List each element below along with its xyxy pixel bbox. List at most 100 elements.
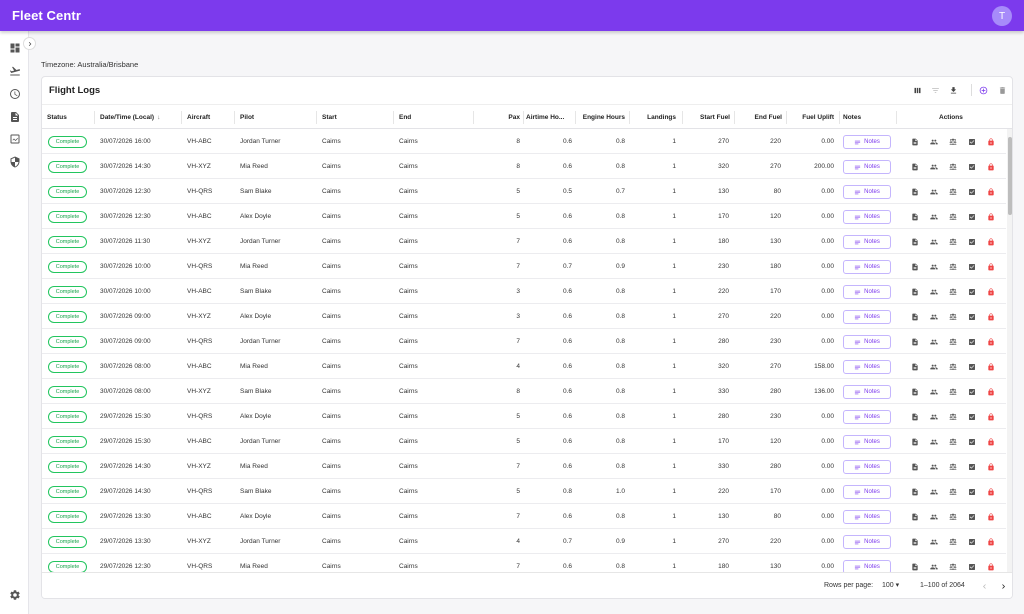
notes-button[interactable]: Notes (843, 410, 891, 424)
shield-icon[interactable] (8, 155, 21, 168)
balance-icon[interactable] (948, 362, 957, 371)
notes-button[interactable]: Notes (843, 160, 891, 174)
next-page-button[interactable] (998, 581, 1008, 591)
notes-button[interactable]: Notes (843, 385, 891, 399)
crew-icon[interactable] (929, 437, 938, 446)
table-row[interactable]: Complete 29/07/2026 15:30 VH-ABC Jordan Tur… (42, 429, 1006, 454)
table-row[interactable]: Complete 29/07/2026 12:30 VH-QRS Mia Reed Ca… (42, 554, 1006, 572)
column-header-notes[interactable]: Notes (843, 114, 862, 121)
table-row[interactable]: Complete 30/07/2026 08:00 VH-ABC Mia Reed Ca… (42, 354, 1006, 379)
balance-icon[interactable] (948, 137, 957, 146)
checkbox-icon[interactable] (967, 362, 976, 371)
document-icon[interactable] (910, 537, 919, 546)
document-icon[interactable] (910, 212, 919, 221)
document-icon[interactable] (910, 562, 919, 571)
document-icon[interactable] (910, 437, 919, 446)
notes-button[interactable]: Notes (843, 460, 891, 474)
notes-button[interactable]: Notes (843, 510, 891, 524)
crew-icon[interactable] (929, 287, 938, 296)
document-icon[interactable] (910, 312, 919, 321)
document-icon[interactable] (910, 487, 919, 496)
balance-icon[interactable] (948, 187, 957, 196)
checkbox-icon[interactable] (967, 487, 976, 496)
notes-button[interactable]: Notes (843, 335, 891, 349)
lock-icon[interactable] (986, 362, 995, 371)
balance-icon[interactable] (948, 312, 957, 321)
balance-icon[interactable] (948, 437, 957, 446)
balance-icon[interactable] (948, 287, 957, 296)
avatar[interactable]: T (992, 6, 1012, 26)
notes-button[interactable]: Notes (843, 210, 891, 224)
checkbox-icon[interactable] (967, 562, 976, 571)
lock-icon[interactable] (986, 262, 995, 271)
history-icon[interactable] (8, 87, 21, 100)
balance-icon[interactable] (948, 262, 957, 271)
crew-icon[interactable] (929, 412, 938, 421)
column-header-datetime[interactable]: Date/Time (Local) ↓ (100, 105, 188, 130)
balance-icon[interactable] (948, 212, 957, 221)
balance-icon[interactable] (948, 512, 957, 521)
document-icon[interactable] (910, 337, 919, 346)
column-header-pilot[interactable]: Pilot (240, 114, 255, 121)
crew-icon[interactable] (929, 137, 938, 146)
notes-button[interactable]: Notes (843, 135, 891, 149)
lock-icon[interactable] (986, 312, 995, 321)
balance-icon[interactable] (948, 162, 957, 171)
balance-icon[interactable] (948, 387, 957, 396)
balance-icon[interactable] (948, 412, 957, 421)
lock-icon[interactable] (986, 562, 995, 571)
lock-icon[interactable] (986, 187, 995, 196)
document-icon[interactable] (8, 110, 21, 123)
lock-icon[interactable] (986, 237, 995, 246)
document-icon[interactable] (910, 187, 919, 196)
column-header-aircraft[interactable]: Aircraft (187, 114, 211, 121)
table-row[interactable]: Complete 30/07/2026 12:30 VH-ABC Alex Doyle… (42, 204, 1006, 229)
notes-button[interactable]: Notes (843, 360, 891, 374)
balance-icon[interactable] (948, 537, 957, 546)
notes-button[interactable]: Notes (843, 560, 891, 572)
table-row[interactable]: Complete 29/07/2026 15:30 VH-QRS Alex Doyle… (42, 404, 1006, 429)
document-icon[interactable] (910, 387, 919, 396)
column-header-start-fuel[interactable]: Start Fuel (700, 114, 730, 121)
document-icon[interactable] (910, 287, 919, 296)
lock-icon[interactable] (986, 537, 995, 546)
crew-icon[interactable] (929, 237, 938, 246)
notes-button[interactable]: Notes (843, 235, 891, 249)
table-row[interactable]: Complete 30/07/2026 09:00 VH-XYZ Alex Doyle… (42, 304, 1006, 329)
crew-icon[interactable] (929, 512, 938, 521)
table-row[interactable]: Complete 30/07/2026 14:30 VH-XYZ Mia Reed Ca… (42, 154, 1006, 179)
column-header-airtime[interactable]: Airtime Ho... (526, 114, 565, 121)
filter-icon[interactable] (930, 85, 940, 95)
notes-button[interactable]: Notes (843, 185, 891, 199)
crew-icon[interactable] (929, 362, 938, 371)
columns-icon[interactable] (912, 85, 922, 95)
crew-icon[interactable] (929, 387, 938, 396)
table-row[interactable]: Complete 30/07/2026 16:00 VH-ABC Jordan Tur… (42, 129, 1006, 154)
lock-icon[interactable] (986, 512, 995, 521)
crew-icon[interactable] (929, 312, 938, 321)
notes-button[interactable]: Notes (843, 435, 891, 449)
crew-icon[interactable] (929, 162, 938, 171)
document-icon[interactable] (910, 262, 919, 271)
checkbox-icon[interactable] (967, 462, 976, 471)
lock-icon[interactable] (986, 462, 995, 471)
dashboard-icon[interactable] (8, 41, 21, 54)
crew-icon[interactable] (929, 537, 938, 546)
column-header-end-fuel[interactable]: End Fuel (754, 114, 782, 121)
checkbox-icon[interactable] (967, 162, 976, 171)
crew-icon[interactable] (929, 487, 938, 496)
lock-icon[interactable] (986, 287, 995, 296)
table-row[interactable]: Complete 30/07/2026 09:00 VH-QRS Jordan Tur… (42, 329, 1006, 354)
column-header-landings[interactable]: Landings (647, 114, 676, 121)
table-row[interactable]: Complete 29/07/2026 13:30 VH-ABC Alex Doyle… (42, 504, 1006, 529)
document-icon[interactable] (910, 362, 919, 371)
table-row[interactable]: Complete 30/07/2026 12:30 VH-QRS Sam Blake C… (42, 179, 1006, 204)
scrollbar-thumb[interactable] (1008, 137, 1012, 215)
lock-icon[interactable] (986, 337, 995, 346)
document-icon[interactable] (910, 137, 919, 146)
checkbox-icon[interactable] (967, 537, 976, 546)
checkbox-icon[interactable] (967, 337, 976, 346)
checkbox-icon[interactable] (967, 187, 976, 196)
table-row[interactable]: Complete 30/07/2026 08:00 VH-XYZ Sam Blake C… (42, 379, 1006, 404)
settings-icon[interactable] (8, 588, 21, 601)
